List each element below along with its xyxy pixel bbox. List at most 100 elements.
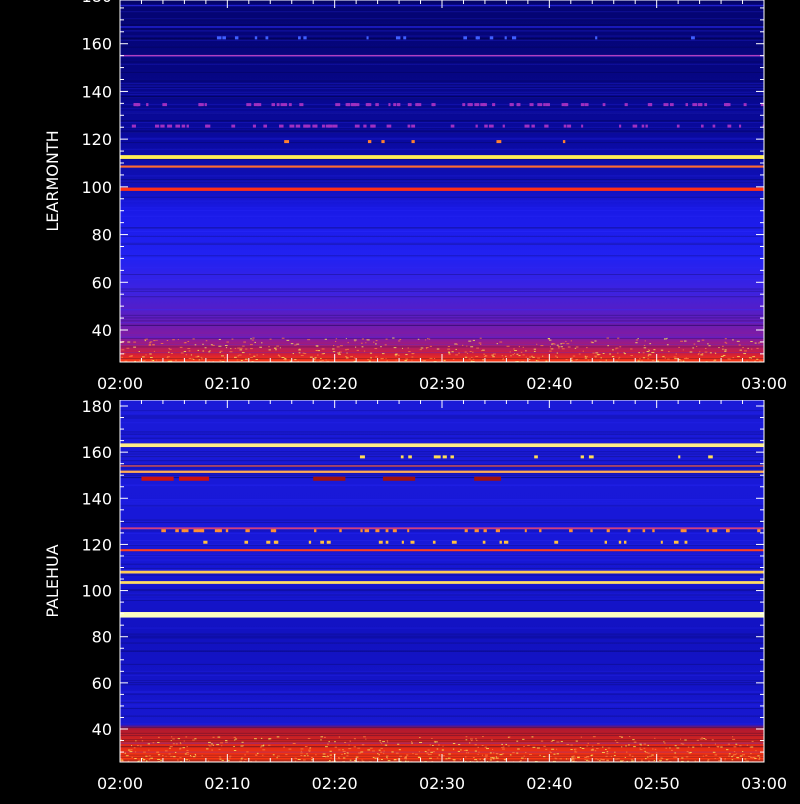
- striation: [120, 442, 764, 444]
- striation: [120, 746, 764, 748]
- burst-spot: [685, 103, 688, 107]
- noise-speckle: [298, 764, 300, 765]
- noise-speckle: [145, 354, 147, 356]
- noise-speckle: [194, 753, 197, 755]
- noise-speckle: [565, 340, 567, 342]
- noise-speckle: [745, 764, 748, 765]
- noise-speckle: [224, 357, 226, 359]
- noise-speckle: [667, 351, 670, 353]
- noise-speckle: [358, 752, 362, 754]
- noise-speckle: [566, 744, 570, 746]
- noise-speckle: [523, 745, 525, 747]
- noise-speckle: [311, 364, 313, 365]
- striation: [120, 148, 764, 150]
- noise-speckle: [288, 748, 292, 750]
- y-tick-label: 60: [92, 674, 112, 693]
- burst-spot: [431, 103, 435, 107]
- noise-speckle: [270, 365, 273, 366]
- noise-speckle: [204, 347, 207, 349]
- burst-spot: [245, 529, 250, 533]
- noise-speckle: [261, 365, 262, 366]
- noise-speckle: [174, 751, 177, 753]
- burst-spot: [266, 540, 271, 544]
- noise-speckle: [731, 363, 733, 364]
- noise-speckle: [125, 365, 126, 366]
- burst-spot: [263, 124, 268, 128]
- noise-speckle: [361, 744, 365, 746]
- noise-speckle: [240, 758, 243, 760]
- noise-speckle: [721, 763, 723, 764]
- noise-speckle: [198, 359, 200, 361]
- noise-speckle: [502, 359, 505, 361]
- noise-speckle: [386, 740, 388, 742]
- noise-speckle: [467, 764, 469, 765]
- noise-speckle: [160, 759, 163, 761]
- burst-spot: [692, 103, 698, 107]
- noise-speckle: [735, 364, 736, 365]
- striation: [120, 35, 764, 37]
- noise-speckle: [255, 760, 257, 762]
- striation: [120, 120, 764, 122]
- noise-speckle: [615, 360, 619, 362]
- emission-band: [120, 465, 764, 467]
- y-tick-label: 140: [81, 82, 112, 101]
- noise-speckle: [648, 350, 651, 352]
- striation: [120, 412, 764, 414]
- noise-speckle: [416, 763, 418, 764]
- noise-speckle: [177, 738, 181, 740]
- noise-speckle: [268, 349, 271, 351]
- noise-speckle: [466, 345, 468, 347]
- burst-spot: [386, 124, 392, 128]
- noise-speckle: [736, 757, 739, 759]
- noise-speckle: [298, 352, 301, 354]
- noise-speckle: [367, 762, 369, 763]
- noise-speckle: [601, 759, 605, 761]
- noise-speckle: [427, 754, 430, 756]
- noise-speckle: [345, 357, 349, 359]
- noise-speckle: [397, 758, 400, 760]
- noise-speckle: [366, 339, 369, 341]
- noise-speckle: [384, 744, 388, 746]
- noise-speckle: [338, 353, 341, 355]
- burst-spot: [392, 529, 396, 533]
- noise-speckle: [345, 764, 347, 765]
- burst-spot: [504, 36, 507, 40]
- noise-speckle: [724, 350, 727, 352]
- noise-speckle: [673, 756, 677, 758]
- noise-speckle: [300, 755, 303, 757]
- y-tick-label: 180: [81, 400, 112, 416]
- burst-spot: [580, 103, 585, 107]
- noise-speckle: [202, 343, 204, 345]
- noise-speckle: [565, 758, 568, 760]
- striation: [120, 501, 764, 503]
- noise-speckle: [256, 762, 257, 763]
- y-tick-label: 60: [92, 273, 112, 292]
- burst-spot: [298, 36, 301, 40]
- noise-speckle: [515, 764, 516, 765]
- noise-speckle: [377, 753, 379, 755]
- noise-speckle: [546, 364, 547, 365]
- noise-speckle: [643, 347, 647, 349]
- striation: [120, 555, 764, 557]
- noise-speckle: [395, 752, 399, 754]
- x-tick-label: 02:20: [312, 774, 358, 793]
- noise-speckle: [343, 760, 346, 762]
- burst-spot: [726, 529, 730, 533]
- noise-speckle: [720, 355, 724, 357]
- burst-spot: [198, 103, 204, 107]
- noise-speckle: [428, 365, 430, 366]
- noise-speckle: [216, 763, 218, 764]
- noise-speckle: [653, 349, 656, 351]
- noise-speckle: [584, 363, 586, 364]
- striation: [120, 593, 764, 595]
- noise-speckle: [758, 758, 760, 760]
- striation: [120, 38, 764, 40]
- noise-speckle: [696, 739, 700, 741]
- noise-speckle: [482, 736, 484, 738]
- noise-speckle: [727, 755, 731, 757]
- striation: [120, 37, 764, 39]
- noise-speckle: [720, 365, 723, 366]
- noise-speckle: [171, 364, 173, 365]
- noise-speckle: [551, 739, 555, 741]
- noise-speckle: [418, 364, 420, 365]
